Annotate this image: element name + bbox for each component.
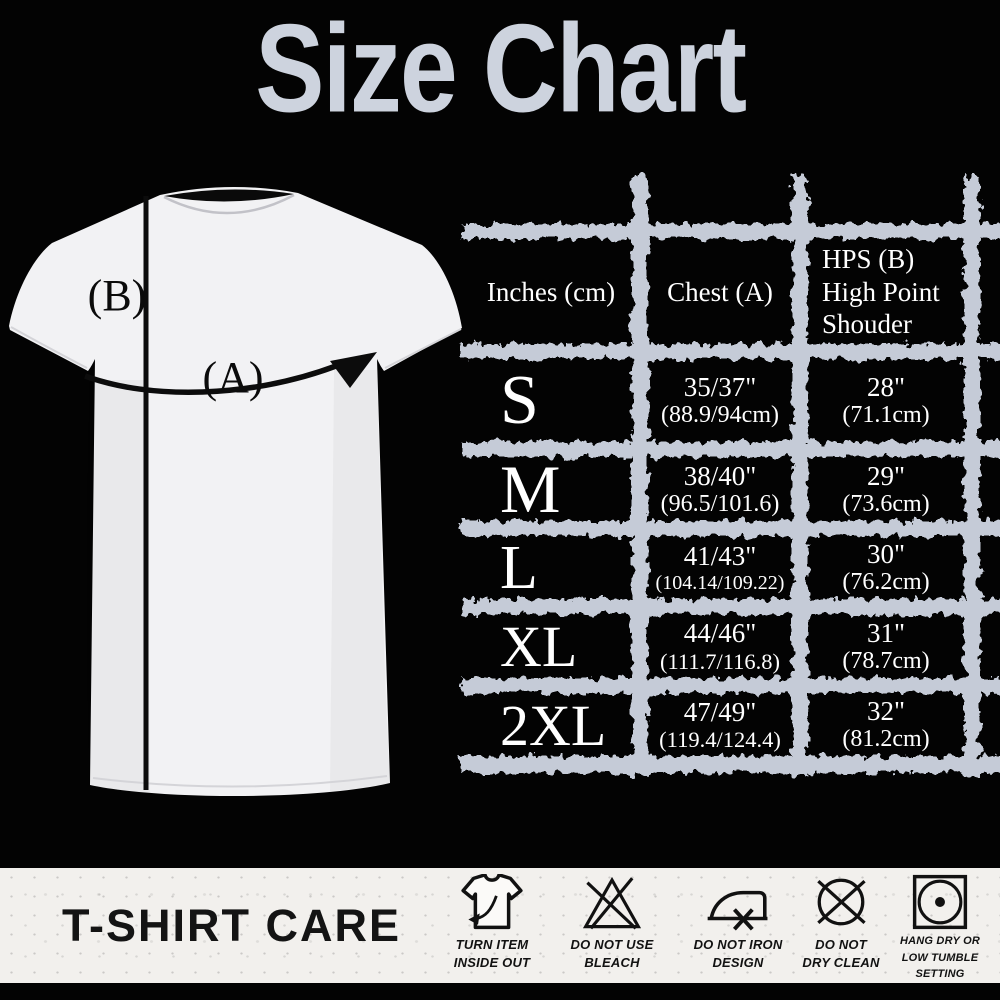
tshirt-graphic — [9, 186, 462, 797]
do-not-iron-icon — [705, 873, 771, 931]
care-label: TURN ITEM INSIDE OUT — [453, 937, 531, 971]
chest-value-m: 38/40" (96.5/101.6) — [648, 450, 792, 529]
chest-value-l: 41/43" (104.14/109.22) — [648, 529, 792, 607]
chest-inches: 44/46" — [683, 618, 757, 649]
size-label-s: S — [500, 362, 539, 439]
shirt-shading-left — [87, 380, 150, 793]
header-hps-b: HPS (B) High Point Shouder — [806, 232, 978, 352]
care-instructions-bar: T-SHIRT CARE TURN ITEM INSIDE OUT — [0, 868, 1000, 983]
header-chest-a: Chest (A) — [667, 276, 773, 307]
arrowhead-icon — [330, 352, 377, 388]
label-b: (B) — [88, 271, 147, 320]
header-hps-line: Shouder — [822, 309, 912, 340]
size-label-xl: XL — [500, 614, 578, 679]
hps-value-xl: 31" (78.7cm) — [808, 607, 964, 686]
hem-seam — [92, 775, 388, 788]
care-label: DO NOT IRON DESIGN — [693, 937, 783, 971]
care-label: DO NOT DRY CLEAN — [802, 937, 880, 971]
header-hps-line: High Point — [822, 276, 940, 307]
hps-value-s: 28" (71.1cm) — [808, 352, 964, 450]
chest-value-2xl: 47/49" (119.4/124.4) — [648, 686, 792, 764]
chest-inches: 41/43" — [683, 541, 757, 572]
chest-cm: (88.9/94cm) — [661, 402, 779, 429]
do-not-bleach-icon — [580, 873, 644, 931]
chest-cm: (111.7/116.8) — [660, 648, 780, 674]
care-label: DO NOT USE BLEACH — [570, 937, 654, 971]
care-heading: T-SHIRT CARE — [62, 899, 401, 951]
size-label-l: L — [500, 533, 538, 602]
hps-inches: 30" — [866, 539, 906, 570]
neck-opening — [164, 189, 294, 202]
header-inches-cm: Inches (cm) — [486, 276, 616, 307]
chest-value-s: 35/37" (88.9/94cm) — [648, 352, 792, 450]
hps-value-m: 29" (73.6cm) — [808, 450, 964, 529]
header-hps-line: HPS (B) — [822, 243, 915, 274]
hps-cm: (71.1cm) — [842, 402, 930, 429]
care-item-no-bleach: DO NOT USE BLEACH — [557, 873, 667, 973]
hps-cm: (81.2cm) — [842, 726, 930, 753]
chest-inches: 47/49" — [683, 696, 757, 727]
hps-inches: 31" — [866, 617, 906, 648]
size-label-m: M — [500, 451, 561, 527]
care-label: HANG DRY OR LOW TUMBLE SETTING — [899, 935, 981, 980]
size-label-2xl: 2XL — [500, 692, 607, 758]
hps-cm: (78.7cm) — [842, 647, 930, 674]
hps-inches: 28" — [866, 372, 906, 403]
chest-inches: 38/40" — [683, 460, 757, 491]
care-item-tumble-dry: HANG DRY OR LOW TUMBLE SETTING — [886, 873, 994, 983]
label-a: (A) — [202, 353, 263, 402]
page-title: Size Chart — [254, 0, 747, 139]
shirt-shading-right — [330, 370, 390, 791]
grid-vline — [632, 176, 648, 776]
chest-inches: 35/37" — [683, 372, 757, 403]
hps-value-l: 30" (76.2cm) — [808, 529, 964, 607]
right-sleeve-seam — [384, 328, 462, 369]
chest-value-xl: 44/46" (111.7/116.8) — [648, 607, 792, 686]
care-item-no-iron: DO NOT IRON DESIGN — [682, 873, 794, 973]
do-not-dry-clean-icon — [812, 873, 870, 931]
hps-inches: 32" — [866, 696, 906, 727]
chest-cm: (104.14/109.22) — [655, 571, 785, 594]
care-item-inside-out: TURN ITEM INSIDE OUT — [437, 873, 547, 973]
left-sleeve-seam — [10, 326, 88, 369]
chest-cm: (96.5/101.6) — [660, 490, 780, 517]
care-item-no-dry-clean: DO NOT DRY CLEAN — [794, 873, 888, 973]
hps-cm: (76.2cm) — [842, 569, 930, 596]
hps-inches: 29" — [866, 460, 906, 491]
measurement-arrow-a — [84, 363, 337, 395]
title-area: Size Chart — [0, 0, 1000, 138]
chest-cm: (119.4/124.4) — [659, 727, 781, 753]
hps-cm: (73.6cm) — [842, 490, 930, 517]
turn-inside-out-icon — [460, 873, 524, 931]
hps-value-2xl: 32" (81.2cm) — [808, 686, 964, 764]
tshirt-diagram: (B) (A) — [9, 186, 462, 797]
tumble-dry-icon — [911, 873, 969, 931]
collar-seam — [163, 193, 295, 215]
